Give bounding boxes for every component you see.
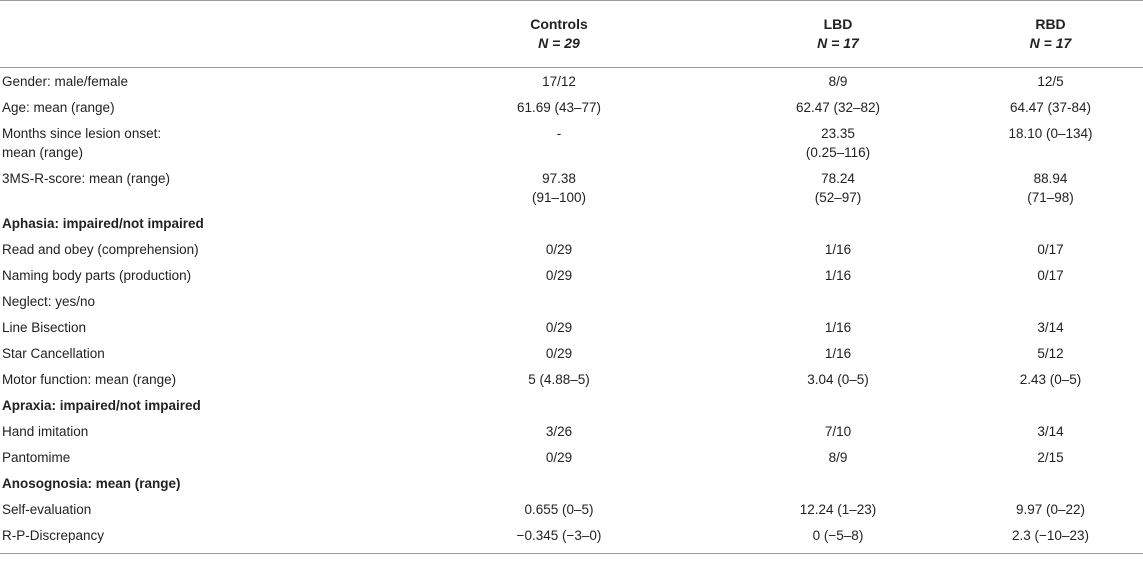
header-controls-n: N = 29 (538, 35, 580, 51)
cell-controls: 0/29 (545, 267, 573, 283)
cell-rbd: 3/14 (1037, 423, 1064, 439)
row-label: Self-evaluation (2, 501, 92, 517)
cell-lbd: 8/9 (828, 449, 848, 465)
row-label: Motor function: mean (range) (2, 371, 177, 387)
cell-line: - (556, 125, 562, 141)
table-row: R-P-Discrepancy −0.345 (−3–0) 0 (−5–8) 2… (0, 522, 1143, 554)
table-row: Gender: male/female 17/12 8/9 12/5 (0, 68, 1143, 94)
row-label: Read and obey (comprehension) (2, 241, 199, 257)
cell-lbd: 23.35 (0.25–116) (718, 120, 958, 165)
section-row: Aphasia: impaired/not impaired (0, 210, 1143, 236)
cell-line: (91–100) (531, 189, 587, 205)
cell-line: 97.38 (542, 170, 576, 186)
header-controls: Controls N = 29 (400, 1, 718, 68)
cell-lbd: 0 (−5–8) (812, 527, 864, 543)
cell-lbd: 8/9 (828, 74, 848, 89)
table-row: Read and obey (comprehension) 0/29 1/16 … (0, 236, 1143, 262)
table-row: Self-evaluation 0.655 (0–5) 12.24 (1–23)… (0, 496, 1143, 522)
header-controls-name: Controls (530, 16, 588, 32)
cell-lbd: 1/16 (824, 319, 852, 335)
row-label: Pantomime (2, 449, 71, 465)
cell-lbd: 3.04 (0–5) (807, 371, 869, 387)
cell-controls: 0/29 (545, 345, 573, 361)
row-label: R-P-Discrepancy (2, 527, 105, 543)
table-row: Neglect: yes/no (0, 288, 1143, 314)
cell-rbd: 2/15 (1037, 449, 1064, 465)
cell-rbd: 9.97 (0–22) (1015, 501, 1086, 517)
cell-line: (0.25–116) (805, 144, 871, 160)
section-row: Anosognosia: mean (range) (0, 470, 1143, 496)
cell-rbd: 3/14 (1037, 319, 1064, 335)
cell-lbd: 7/10 (824, 423, 852, 439)
table-row: Months since lesion onset: mean (range) … (0, 120, 1143, 165)
cell-controls: 3/26 (545, 423, 573, 439)
table-row: Naming body parts (production) 0/29 1/16… (0, 262, 1143, 288)
cell-controls: 0/29 (545, 241, 573, 257)
cell-controls: 5 (4.88–5) (528, 371, 590, 387)
cell-rbd: 0/17 (1037, 241, 1064, 257)
cell-rbd: 88.94 (71–98) (958, 165, 1143, 210)
cell-controls: 0/29 (545, 319, 573, 335)
table-row: Pantomime 0/29 8/9 2/15 (0, 444, 1143, 470)
cell-rbd: 0/17 (1037, 267, 1064, 283)
cell-controls: 61.69 (43–77) (516, 99, 602, 115)
table-row: Motor function: mean (range) 5 (4.88–5) … (0, 366, 1143, 392)
cell-rbd: 2.43 (0–5) (1019, 371, 1082, 387)
cell-controls: −0.345 (−3–0) (516, 527, 602, 543)
table-row: Star Cancellation 0/29 1/16 5/12 (0, 340, 1143, 366)
row-label: Neglect: yes/no (2, 293, 96, 309)
table-row: Age: mean (range) 61.69 (43–77) 62.47 (3… (0, 94, 1143, 120)
cell-line: (71–98) (1027, 189, 1074, 205)
header-rbd-name: RBD (1035, 16, 1066, 32)
section-label: Aphasia: impaired/not impaired (2, 215, 204, 231)
table-row: Hand imitation 3/26 7/10 3/14 (0, 418, 1143, 444)
cell-rbd: 12/5 (1037, 74, 1064, 89)
cell-lbd: 1/16 (824, 241, 852, 257)
row-label: Star Cancellation (2, 345, 105, 361)
cell-lbd: 1/16 (824, 345, 852, 361)
cell-line: (52–97) (814, 189, 862, 205)
header-lbd-name: LBD (823, 16, 853, 32)
table-body: Gender: male/female 17/12 8/9 12/5 Age: … (0, 68, 1143, 554)
cell-controls: 0.655 (0–5) (524, 501, 594, 517)
row-label: Naming body parts (production) (2, 267, 192, 283)
cell-controls: 17/12 (542, 74, 576, 89)
row-label-line: mean (range) (2, 144, 84, 160)
row-label: Line Bisection (2, 319, 87, 335)
row-label: Age: mean (range) (2, 99, 115, 115)
section-label: Anosognosia: mean (range) (2, 475, 181, 491)
cell-rbd: 64.47 (37-84) (1009, 99, 1092, 115)
row-label: Months since lesion onset: mean (range) (0, 120, 400, 165)
cell-rbd: 18.10 (0–134) (958, 120, 1143, 165)
cell-line: 78.24 (821, 170, 855, 186)
row-label: 3MS-R-score: mean (range) (2, 170, 171, 186)
cell-controls: - (400, 120, 718, 165)
cell-line: 18.10 (0–134) (1008, 125, 1093, 141)
cell-controls: 0/29 (545, 449, 573, 465)
cell-rbd: 2.3 (−10–23) (1012, 527, 1089, 543)
table-header: Controls N = 29 LBD N = 17 RBD N = 17 (0, 0, 1143, 68)
header-rbd: RBD N = 17 (958, 1, 1143, 68)
row-label: Gender: male/female (2, 74, 129, 89)
table-row: Line Bisection 0/29 1/16 3/14 (0, 314, 1143, 340)
cell-controls: 97.38 (91–100) (400, 165, 718, 210)
table-row: 3MS-R-score: mean (range) 97.38 (91–100)… (0, 165, 1143, 210)
demographics-table: Controls N = 29 LBD N = 17 RBD N = 17 Ge… (0, 0, 1143, 554)
cell-line: 88.94 (1033, 170, 1068, 186)
cell-lbd: 78.24 (52–97) (718, 165, 958, 210)
cell-line: 23.35 (821, 125, 855, 141)
cell-lbd: 12.24 (1–23) (799, 501, 877, 517)
row-label: Hand imitation (2, 423, 89, 439)
header-rbd-n: N = 17 (1029, 35, 1072, 51)
section-row: Apraxia: impaired/not impaired (0, 392, 1143, 418)
row-label-line: Months since lesion onset: (2, 125, 162, 141)
cell-lbd: 1/16 (824, 267, 852, 283)
header-empty (0, 1, 400, 68)
section-label: Apraxia: impaired/not impaired (2, 397, 201, 413)
cell-lbd: 62.47 (32–82) (795, 99, 881, 115)
header-lbd-n: N = 17 (817, 35, 859, 51)
cell-rbd: 5/12 (1037, 345, 1064, 361)
header-lbd: LBD N = 17 (718, 1, 958, 68)
